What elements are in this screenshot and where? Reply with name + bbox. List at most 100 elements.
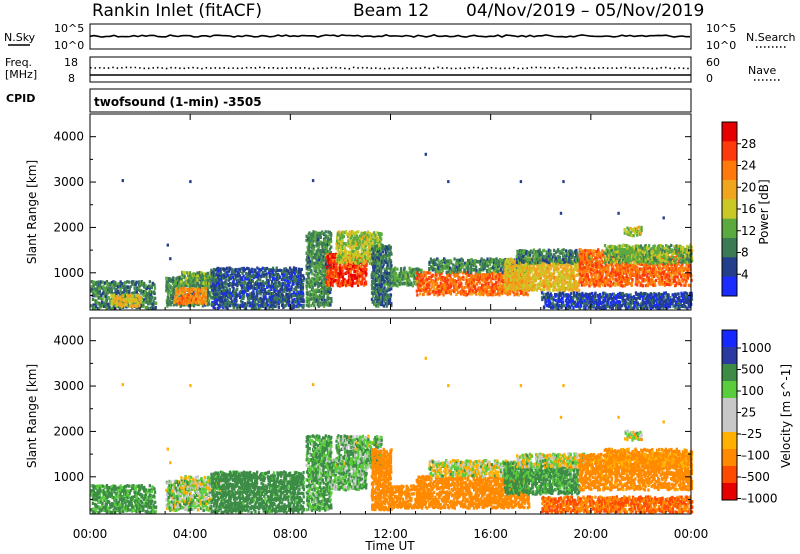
power-cell (493, 289, 496, 293)
power-cell (325, 280, 328, 284)
power-cell (560, 273, 563, 277)
power-cell (483, 285, 486, 290)
power-cell (316, 233, 320, 237)
power-cell (440, 284, 443, 288)
power-cell (385, 260, 388, 265)
power-cell (197, 287, 200, 291)
power-cell (512, 279, 515, 283)
power-cell (351, 252, 354, 256)
power-cell (453, 257, 456, 261)
power-cell (242, 296, 245, 300)
power-cell (461, 292, 464, 296)
power-cell (480, 278, 483, 282)
power-cell (230, 291, 233, 295)
power-cell (368, 256, 371, 260)
power-cell (475, 269, 478, 273)
power-cell (353, 245, 356, 250)
power-cell (378, 302, 381, 306)
power-cell (167, 303, 170, 307)
power-cell (423, 279, 426, 283)
power-cell (351, 234, 354, 238)
power-cell (224, 267, 227, 271)
power-cell (548, 288, 551, 292)
power-cell (311, 263, 314, 268)
power-cell (176, 299, 179, 303)
power-cell (380, 246, 383, 251)
power-cell (313, 277, 316, 281)
power-cell (321, 266, 324, 270)
power-cell (271, 266, 275, 270)
power-cell (225, 282, 228, 286)
power-cell (499, 281, 502, 285)
power-cell (251, 279, 254, 284)
power-cell (138, 284, 141, 288)
power-cell (351, 249, 355, 253)
power-cell (447, 259, 450, 263)
power-cell (330, 297, 333, 301)
power-cell (456, 286, 459, 290)
power-cell (536, 267, 539, 271)
power-cell (497, 264, 500, 268)
power-cell (212, 267, 216, 272)
power-cell (446, 286, 449, 290)
power-cell (377, 280, 380, 284)
power-cell (398, 274, 402, 278)
power-cell (467, 270, 470, 274)
power-cell (317, 258, 321, 262)
power-cell (232, 283, 235, 287)
power-cell (495, 276, 498, 280)
power-cell (386, 264, 389, 268)
power-cell (416, 283, 419, 288)
power-cell (171, 286, 174, 290)
power-cell (134, 288, 137, 293)
power-cell (249, 281, 253, 285)
power-cell (327, 296, 330, 300)
power-cell (264, 295, 267, 299)
power-cell (95, 291, 98, 295)
power-cell (220, 278, 223, 282)
power-cell (388, 299, 392, 303)
power-cell (186, 299, 189, 303)
power-cell (202, 287, 205, 291)
power-cell (222, 289, 226, 293)
power-cell (210, 288, 214, 292)
noise-left-tick-high: 10^5 (54, 22, 84, 35)
power-cell (464, 290, 468, 294)
power-cell (261, 266, 264, 270)
power-cell (183, 273, 186, 277)
power-cell (248, 278, 251, 283)
power-cell (200, 276, 203, 280)
power-cell (262, 283, 266, 287)
power-cell (287, 283, 291, 287)
power-cell (329, 278, 332, 282)
power-cell (350, 267, 354, 271)
power-cell (142, 300, 146, 304)
power-cell (329, 232, 333, 236)
power-cell (559, 272, 562, 276)
power-cell (401, 277, 404, 281)
power-cell (513, 292, 516, 296)
power-cell (272, 305, 275, 309)
power-cell (130, 304, 133, 308)
power-cell (278, 294, 281, 298)
power-cell (256, 294, 259, 298)
power-cell (215, 281, 219, 285)
power-cell (378, 258, 381, 262)
power-cell (333, 262, 336, 266)
power-cell (376, 266, 379, 270)
power-cell (203, 292, 206, 296)
power-cell (572, 281, 575, 286)
power-cell (302, 304, 305, 308)
power-cell (227, 300, 230, 304)
power-cell (143, 285, 146, 289)
power-cell (447, 262, 451, 266)
power-cell (518, 286, 521, 291)
power-cell (491, 274, 494, 278)
power-cell (441, 291, 444, 296)
power-cell (111, 306, 114, 311)
power-cell (314, 233, 317, 237)
power-cell (306, 245, 309, 249)
power-cell (365, 267, 368, 272)
power-cell (153, 283, 156, 287)
power-cell (461, 289, 464, 293)
